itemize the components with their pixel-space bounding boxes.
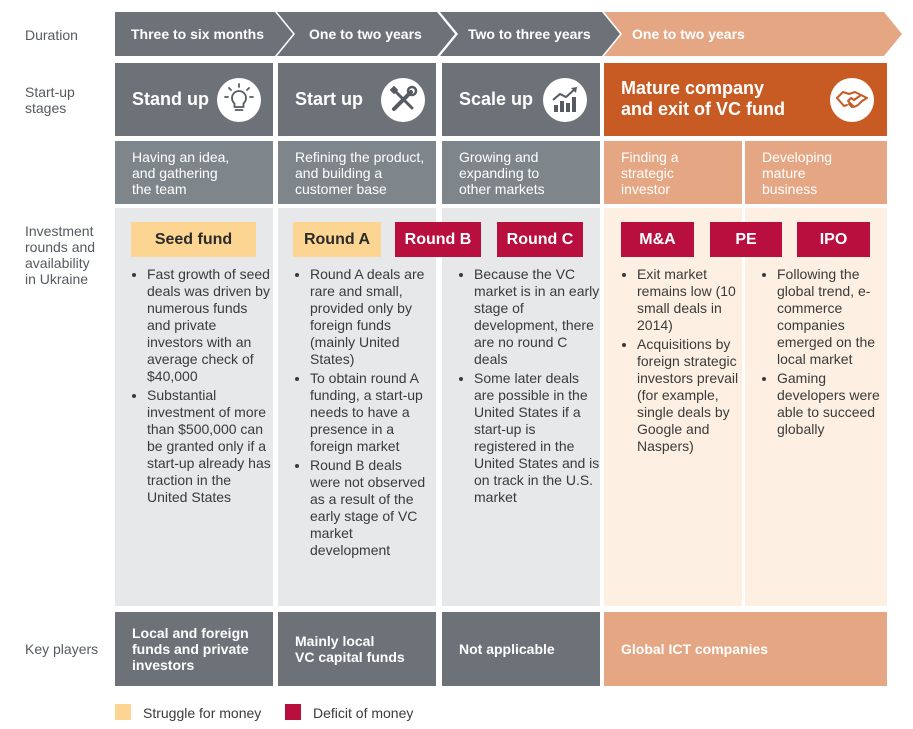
bullet-item: Following the global trend, e-commerce c… (777, 266, 889, 368)
bullet-item: Gaming developers were able to succeed g… (777, 370, 889, 438)
stage-title: Start up (295, 89, 364, 109)
bullet-list-col1: Fast growth of seed deals was driven by … (132, 266, 272, 508)
duration-label-2: One to two years (309, 26, 422, 42)
round-tag-ipo: IPO (797, 222, 870, 257)
bullet-item: To obtain round A funding, a start-up ne… (310, 370, 432, 455)
row-label-key-players: Key players (25, 641, 99, 657)
round-tag-round-a: Round A (293, 222, 381, 257)
legend-label-struggle: Struggle for money (143, 705, 262, 721)
key-players-4: Global ICT companies (604, 612, 887, 686)
stage-title: Stand up (132, 89, 209, 109)
legend-swatch-struggle (115, 704, 131, 720)
duration-label-3: Two to three years (468, 26, 591, 42)
bullet-item: Fast growth of seed deals was driven by … (147, 266, 272, 385)
bullet-list-col4a: Exit market remains low (10 small deals … (622, 266, 745, 457)
bullet-item: Round B deals were not observed as a res… (310, 457, 432, 559)
duration-chevron-1: Three to six months (115, 12, 295, 56)
legend-label-deficit: Deficit of money (313, 705, 414, 721)
bullet-list-col3: Because the VC market is in an early sta… (459, 266, 600, 508)
key-players-1: Local and foreign funds and private inve… (115, 612, 273, 686)
round-tag-ma: M&A (621, 222, 694, 257)
stage-start-up: Start up (278, 63, 436, 136)
investment-column-1 (115, 208, 273, 606)
description-text: Refining the product, and building a cus… (295, 149, 425, 197)
description-text: Having an idea, and gathering the team (132, 149, 230, 197)
lightbulb-icon (217, 78, 261, 122)
key-players-text: Local and foreign funds and private inve… (132, 625, 249, 673)
growth-chart-icon (543, 78, 587, 122)
round-tag-pe: PE (710, 222, 782, 257)
bullet-item: Exit market remains low (10 small deals … (637, 266, 745, 334)
bullet-item: Because the VC market is in an early sta… (474, 266, 600, 368)
bullet-list-col2: Round A deals are rare and small, provid… (295, 266, 432, 561)
investment-column-3 (442, 208, 600, 606)
stage-description-3: Growing and expanding to other markets (442, 141, 600, 204)
investment-column-4a (604, 208, 742, 606)
duration-chevron-4: One to two years (604, 12, 904, 56)
key-players-text: Mainly local VC capital funds (295, 633, 405, 665)
stage-stand-up: Stand up (115, 63, 273, 136)
duration-chevron-2: One to two years (277, 12, 457, 56)
stage-title: Scale up (459, 89, 534, 109)
round-tag-round-b: Round B (395, 222, 481, 257)
handshake-icon (830, 78, 874, 122)
bullet-item: Round A deals are rare and small, provid… (310, 266, 432, 368)
bullet-list-col4b: Following the global trend, e-commerce c… (762, 266, 889, 440)
row-label-investment: Investment rounds and availability in Uk… (25, 223, 96, 287)
key-players-text: Global ICT companies (621, 641, 769, 657)
stage-scale-up: Scale up (442, 63, 600, 136)
round-tag-round-c: Round C (497, 222, 583, 257)
stage-description-2: Refining the product, and building a cus… (278, 141, 436, 204)
row-label-stages: Start-up stages (25, 84, 75, 116)
description-text: Developing mature business (762, 149, 833, 197)
duration-label-1: Three to six months (131, 26, 265, 42)
stage-mature-company: Mature company and exit of VC fund (604, 63, 887, 136)
row-label-duration: Duration (25, 27, 78, 43)
stage-description-4a: Finding a strategic investor (604, 141, 742, 204)
stage-description-1: Having an idea, and gathering the team (115, 141, 273, 204)
tools-icon (381, 78, 425, 122)
description-text: Growing and expanding to other markets (459, 149, 545, 197)
bullet-item: Substantial investment of more than $500… (147, 387, 272, 506)
stage-title: Mature company and exit of VC fund (621, 78, 785, 119)
investment-column-2 (278, 208, 436, 606)
duration-label-4: One to two years (632, 26, 745, 42)
key-players-text: Not applicable (459, 641, 555, 657)
bullet-item: Some later deals are possible in the Uni… (474, 370, 600, 506)
bullet-item: Acquisitions by foreign strategic invest… (637, 336, 745, 455)
key-players-2: Mainly local VC capital funds (278, 612, 436, 686)
round-tag-seed-fund: Seed fund (131, 222, 256, 257)
legend-swatch-deficit (285, 704, 301, 720)
description-text: Finding a strategic investor (621, 149, 679, 197)
key-players-3: Not applicable (442, 612, 600, 686)
stage-description-4b: Developing mature business (745, 141, 887, 204)
investment-column-4b (745, 208, 887, 606)
duration-chevron-3: Two to three years (440, 12, 622, 56)
